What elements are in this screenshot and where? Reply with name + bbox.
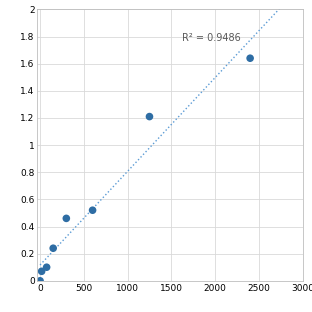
Point <box>248 56 253 61</box>
Point <box>51 246 56 251</box>
Point <box>147 114 152 119</box>
Point <box>90 208 95 213</box>
Point <box>64 216 69 221</box>
Point <box>39 269 44 274</box>
Text: R² = 0.9486: R² = 0.9486 <box>182 33 241 43</box>
Point <box>37 278 42 283</box>
Point <box>44 265 49 270</box>
